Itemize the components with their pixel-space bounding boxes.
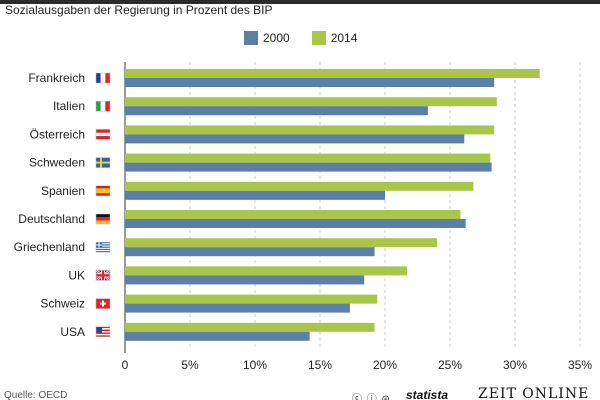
- it-flag-icon: [95, 100, 111, 112]
- statista-logo: statista: [406, 388, 449, 400]
- category-label: Italien: [53, 99, 85, 113]
- at-flag-icon: [95, 129, 111, 140]
- bar-2000: [125, 219, 466, 228]
- legend-swatch-2014: [311, 31, 326, 45]
- bar-2014: [125, 153, 491, 163]
- bar-2000: [125, 247, 375, 257]
- legend-label-2014: 2014: [330, 31, 358, 45]
- bar-2000: [125, 190, 385, 200]
- legend-swatch-2000: [244, 31, 258, 45]
- legend-item-2000: 2000: [244, 31, 290, 45]
- source-note: Quelle: OECD: [4, 390, 68, 400]
- category-label: UK: [68, 268, 85, 282]
- x-tick-label: 20%: [373, 358, 397, 372]
- bar-2014: [125, 238, 437, 248]
- category-label: Frankreich: [28, 71, 85, 85]
- bar-2000: [125, 162, 492, 172]
- category-label: Schweden: [29, 156, 85, 170]
- x-tick-label: 5%: [181, 358, 199, 372]
- bar-2000: [125, 134, 465, 144]
- x-tick-label: 0: [122, 358, 129, 372]
- legend-item-2014: 2014: [311, 31, 358, 45]
- bar-2000: [125, 106, 428, 116]
- se-flag-icon: [95, 157, 111, 168]
- legend-label-2000: 2000: [263, 31, 290, 45]
- x-tick-label: 15%: [308, 358, 332, 372]
- fr-flag-icon: [95, 72, 111, 84]
- bar-2000: [125, 303, 350, 313]
- chart-subtitle: Sozialausgaben der Regierung in Prozent …: [5, 3, 273, 17]
- gr-flag-icon: [95, 241, 111, 253]
- bar-2014: [125, 322, 375, 332]
- ch-flag-icon: [95, 298, 111, 309]
- bar-2000: [125, 275, 365, 285]
- de-flag-icon: [95, 213, 111, 225]
- chart-legend: 2000 2014: [244, 30, 379, 46]
- bar-2014: [125, 125, 495, 135]
- creative-commons-icon: ⓒ ⓘ ⊜: [352, 394, 391, 400]
- bar-2000: [125, 331, 310, 341]
- bar-2000: [125, 78, 495, 87]
- category-label: Österreich: [30, 127, 85, 141]
- x-tick-label: 10%: [243, 358, 267, 372]
- bar-2014: [125, 181, 474, 191]
- category-label: Spanien: [41, 184, 85, 198]
- category-label: Griechenland: [14, 240, 85, 254]
- uk-flag-icon: [95, 269, 111, 282]
- bar-2014: [125, 266, 408, 276]
- x-tick-label: 35%: [568, 358, 592, 372]
- category-label: USA: [60, 325, 85, 339]
- es-flag-icon: [95, 185, 111, 197]
- x-tick-label: 30%: [503, 358, 527, 372]
- header-rule: [0, 0, 600, 4]
- bar-2014: [125, 97, 497, 107]
- bar-2014: [125, 294, 378, 304]
- us-flag-icon: [95, 326, 111, 338]
- bar-2014: [125, 69, 540, 78]
- zeit-online-logo: ZEIT ONLINE: [478, 386, 590, 400]
- x-tick-label: 25%: [438, 358, 462, 372]
- category-label: Deutschland: [18, 212, 85, 226]
- category-label: Schweiz: [40, 297, 85, 311]
- bar-2014: [125, 210, 461, 219]
